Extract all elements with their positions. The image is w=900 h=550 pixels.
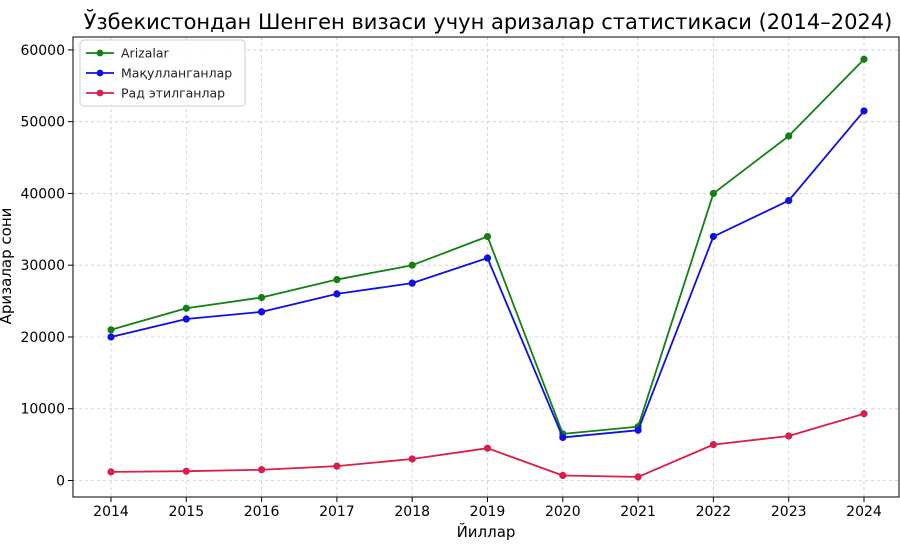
legend-box [79, 39, 246, 107]
data-point [258, 466, 266, 474]
data-point [860, 107, 868, 115]
data-point [408, 279, 416, 287]
data-point [182, 315, 190, 323]
legend-label: Рад этилганлар [121, 86, 225, 101]
data-point [634, 473, 642, 481]
x-axis-ticks: 2014 2015 2016 2017 2018 2019 2020 2021 2022 2023… [93, 497, 882, 520]
data-point [107, 468, 115, 476]
series-layer [107, 55, 868, 481]
data-point [709, 441, 718, 449]
data-point [258, 308, 266, 316]
series-3 [107, 410, 868, 481]
data-point [559, 471, 567, 480]
data-point [483, 444, 492, 452]
legend-swatch-marker [96, 49, 104, 57]
y-tick-label: 0 [56, 473, 65, 489]
data-point [634, 426, 642, 434]
x-tick-label: 2018 [394, 504, 430, 520]
series-1 [107, 55, 868, 438]
x-tick-label: 2021 [620, 504, 656, 520]
legend-swatch-marker [96, 89, 104, 97]
y-tick-label: 40000 [20, 186, 65, 202]
data-point [333, 275, 341, 284]
data-point [258, 293, 266, 302]
x-tick-label: 2015 [168, 504, 204, 520]
data-point [107, 333, 115, 341]
y-tick-label: 60000 [20, 43, 65, 59]
data-point [785, 197, 793, 205]
data-point [182, 467, 190, 475]
data-point [483, 232, 492, 241]
x-tick-label: 2019 [470, 504, 506, 520]
data-point [785, 132, 793, 140]
x-tick-label: 2014 [93, 504, 129, 520]
legend-label: Мақулланганлар [121, 66, 232, 81]
data-point [559, 433, 567, 442]
y-tick-label: 10000 [20, 402, 65, 418]
data-point [709, 232, 718, 241]
y-axis-label: Аризалар сони [0, 208, 15, 325]
x-tick-label: 2022 [696, 504, 732, 520]
data-point [408, 261, 416, 269]
data-point [107, 326, 115, 334]
x-axis-label: Йиллар [457, 522, 516, 541]
data-point [785, 432, 793, 440]
series-2 [107, 107, 868, 442]
grid-lines [73, 37, 900, 497]
x-tick-label: 2023 [771, 504, 807, 520]
legend-swatch-marker [96, 69, 104, 77]
data-point [709, 189, 718, 198]
data-point [483, 254, 492, 262]
data-point [860, 410, 868, 418]
y-tick-label: 30000 [20, 258, 65, 274]
data-point [333, 290, 341, 298]
x-tick-label: 2024 [846, 504, 882, 520]
data-point [408, 455, 416, 463]
legend-label: Arizalar [121, 46, 170, 61]
plot-area-frame [72, 36, 900, 498]
x-tick-label: 2017 [319, 504, 355, 520]
y-axis-ticks: 0 10000 20000 30000 40000 50000 60000 [20, 43, 73, 489]
data-point [182, 304, 190, 312]
data-point [860, 55, 868, 63]
chart-title: Ўзбекистондан Шенген визаси учун аризала… [84, 9, 893, 34]
legend: Arizalar Мақулланганлар Рад этилганлар [79, 39, 246, 107]
y-tick-label: 50000 [20, 115, 65, 131]
data-point [333, 462, 341, 470]
x-tick-label: 2020 [545, 504, 581, 520]
x-tick-label: 2016 [244, 504, 280, 520]
y-tick-label: 20000 [20, 330, 65, 346]
